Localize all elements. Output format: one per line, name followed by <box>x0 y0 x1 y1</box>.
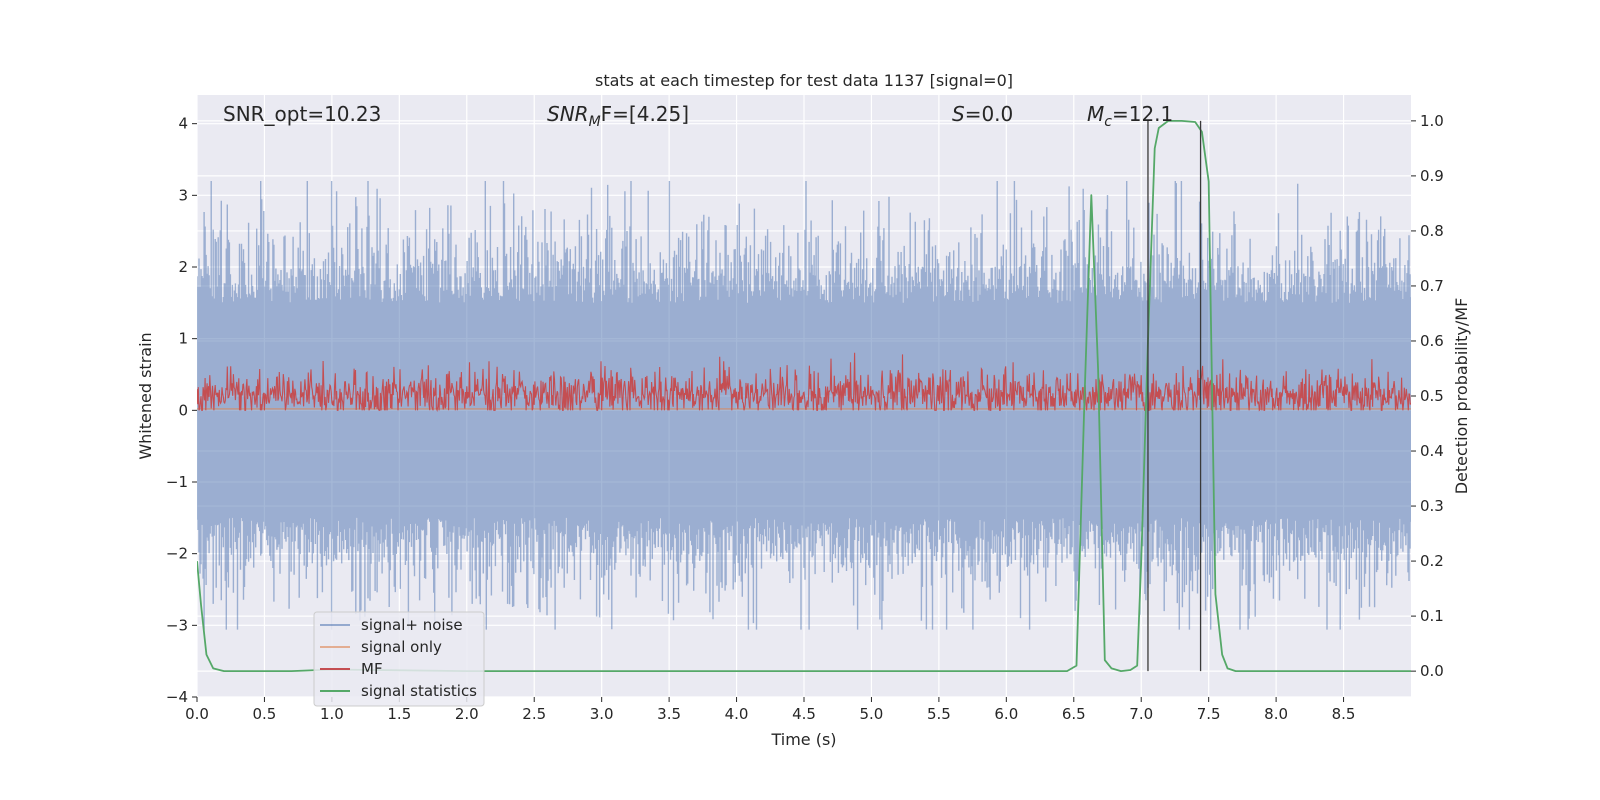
y-right-tick-label: 0.5 <box>1420 387 1444 405</box>
annotation-mc: Mc=12.1 <box>1087 102 1173 130</box>
legend-label-signal-only: signal only <box>361 638 442 656</box>
y-right-tick-label: 0.6 <box>1420 332 1444 350</box>
legend: signal+ noise signal only MF signal stat… <box>313 611 485 707</box>
s-value: =0.0 <box>965 102 1014 126</box>
x-tick-label: 1.5 <box>387 705 411 723</box>
y-right-tick-label: 0.0 <box>1420 662 1444 680</box>
x-tick-label: 0.0 <box>185 705 209 723</box>
x-tick-label: 4.0 <box>725 705 749 723</box>
y-left-tick-label: 0 <box>178 401 188 419</box>
s-label: S <box>952 102 965 126</box>
axes: 0.0 0.5 1.0 1.5 2.0 2.5 3.0 3.5 4.0 4.5 5.0 5.5 6.0 6… <box>166 112 1444 723</box>
y-axis-label-right: Detection probability/MF <box>1452 298 1471 495</box>
y-left-tick-label: 2 <box>178 258 188 276</box>
y-left-tick-label: −1 <box>166 473 188 491</box>
mc-sub: c <box>1104 114 1112 130</box>
annotation-s: S=0.0 <box>952 102 1013 126</box>
y-right-tick-label: 0.8 <box>1420 222 1444 240</box>
x-tick-label: 3.5 <box>657 705 681 723</box>
annotation-snr-opt: SNR_opt=10.23 <box>223 102 381 126</box>
x-tick-label: 2.0 <box>455 705 479 723</box>
x-tick-label: 6.5 <box>1062 705 1086 723</box>
mc-base: M <box>1087 102 1104 126</box>
legend-label-signal-noise: signal+ noise <box>361 616 463 634</box>
legend-box <box>313 611 485 707</box>
y-left-tick-label: −3 <box>166 616 188 634</box>
y-right-tick-label: 0.1 <box>1420 607 1444 625</box>
y-right-tick-label: 0.9 <box>1420 167 1444 185</box>
y-right-tick-label: 1.0 <box>1420 112 1444 130</box>
legend-label-signal-statistics: signal statistics <box>361 682 477 700</box>
y-right-tick-label: 0.2 <box>1420 552 1444 570</box>
y-right-tick-label: 0.3 <box>1420 497 1444 515</box>
y-right-tick-label: 0.7 <box>1420 277 1444 295</box>
y-axis-label-left: Whitened strain <box>136 332 155 459</box>
x-tick-label: 1.0 <box>320 705 344 723</box>
series-mf <box>197 352 1411 413</box>
chart-title: stats at each timestep for test data 113… <box>595 71 1013 90</box>
y-left-tick-label: 4 <box>178 115 188 133</box>
x-tick-label: 7.0 <box>1129 705 1153 723</box>
x-tick-label: 4.5 <box>792 705 816 723</box>
x-tick-label: 8.0 <box>1264 705 1288 723</box>
x-tick-label: 0.5 <box>253 705 277 723</box>
annotation-snr-mf: SNRMF=[4.25] <box>547 102 689 130</box>
snr-mf-rest: F=[4.25] <box>601 102 689 126</box>
snr-mf-sub: M <box>589 114 601 130</box>
y-left-tick-label: 3 <box>178 186 188 204</box>
legend-label-mf: MF <box>361 660 383 678</box>
x-tick-label: 8.5 <box>1332 705 1356 723</box>
x-tick-label: 7.5 <box>1197 705 1221 723</box>
y-left-tick-label: −2 <box>166 545 188 563</box>
x-tick-label: 5.0 <box>860 705 884 723</box>
x-tick-label: 2.5 <box>522 705 546 723</box>
x-tick-label: 6.0 <box>994 705 1018 723</box>
vertical-markers <box>1147 120 1202 672</box>
y-left-tick-label: 1 <box>178 330 188 348</box>
x-axis-label: Time (s) <box>770 730 836 749</box>
x-tick-label: 3.0 <box>590 705 614 723</box>
x-tick-label: 5.5 <box>927 705 951 723</box>
y-right-tick-label: 0.4 <box>1420 442 1444 460</box>
mc-value: =12.1 <box>1112 102 1173 126</box>
snr-mf-base: SNR <box>547 102 589 126</box>
series-layer <box>197 119 1411 673</box>
y-left-tick-label: −4 <box>166 688 188 706</box>
